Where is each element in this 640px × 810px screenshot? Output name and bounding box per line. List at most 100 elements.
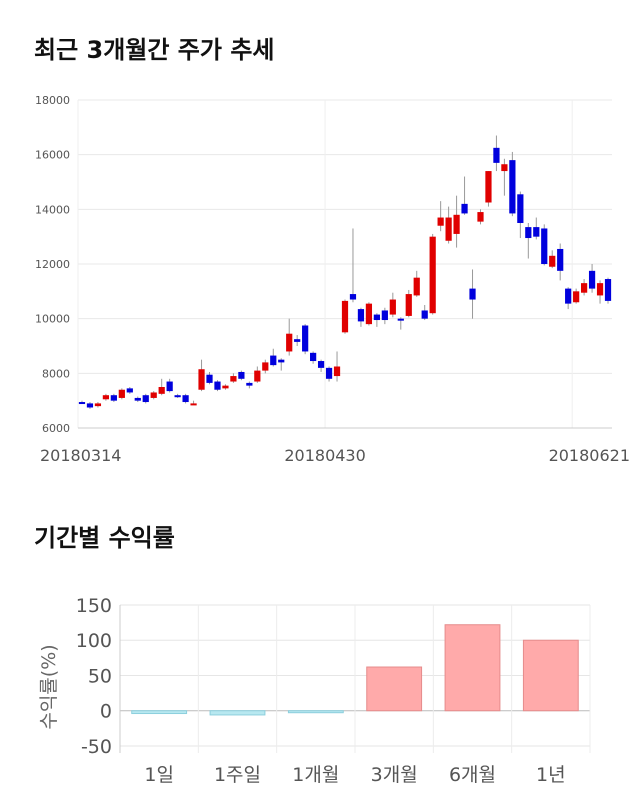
- candle-up: [413, 277, 420, 296]
- candle-up: [437, 217, 444, 226]
- returns-x-tick-label: 6개월: [449, 764, 496, 786]
- candle-up: [158, 387, 165, 394]
- candle-up: [573, 291, 580, 303]
- candle-down: [509, 160, 516, 214]
- candle-down: [373, 314, 380, 321]
- price-trend-title: 최근 3개월간 주가 추세: [34, 36, 275, 64]
- candle-up: [102, 395, 110, 400]
- price-x-ticks: 20180314 20180430 20180621: [40, 446, 630, 465]
- returns-x-ticks: 1일 1주일 1개월 3개월 6개월 1년: [144, 764, 565, 786]
- candle-down: [325, 367, 333, 379]
- candle-down: [397, 318, 404, 321]
- candle-down: [541, 228, 548, 264]
- candle-down: [421, 310, 428, 319]
- price-y-tick-label: 6000: [42, 422, 70, 435]
- returns-y-tick-label: 50: [88, 665, 112, 687]
- candle-down: [86, 403, 94, 408]
- returns-y-axis-label: 수익률(%): [38, 644, 60, 729]
- returns-x-tick-label: 1년: [536, 764, 566, 786]
- returns-x-tick-label: 1일: [144, 764, 174, 786]
- candle-down: [214, 381, 221, 390]
- price-y-tick-label: 18000: [35, 94, 70, 107]
- candle-up: [596, 283, 604, 296]
- candle-down: [174, 395, 181, 398]
- returns-y-tick-label: 0: [100, 701, 112, 723]
- price-y-tick-label: 12000: [35, 258, 70, 271]
- price-trend-chart: 6000 8000 10000 12000 14000 16000 18000 201803…: [35, 94, 630, 465]
- candle-up: [405, 294, 412, 316]
- candle-up: [485, 171, 492, 203]
- returns-x-tick-label: 1주일: [214, 764, 261, 786]
- candle-down: [381, 310, 388, 321]
- candle-down: [517, 194, 524, 223]
- candle-up: [580, 283, 588, 293]
- candle-down: [588, 270, 596, 289]
- candle-down: [182, 395, 189, 403]
- candle-down: [134, 397, 141, 401]
- candle-up: [333, 366, 341, 377]
- candle-up: [230, 376, 237, 382]
- price-grid: [77, 99, 612, 429]
- candle-up: [445, 217, 452, 241]
- candle-down: [246, 382, 253, 386]
- candle-up: [94, 403, 102, 407]
- candle-up: [389, 299, 396, 315]
- candle-up: [262, 362, 269, 371]
- returns-y-ticks: -50 0 50 100 150: [76, 595, 112, 758]
- candle-down: [557, 248, 564, 271]
- price-y-ticks: 6000 8000 10000 12000 14000 16000 18000: [35, 94, 70, 435]
- candle-up: [118, 389, 125, 398]
- candle-up: [190, 403, 197, 406]
- candle-down: [238, 371, 245, 379]
- returns-bar: [522, 639, 579, 712]
- candle-up: [150, 392, 157, 398]
- candle-up: [477, 212, 484, 222]
- price-x-tick-label: 20180621: [549, 446, 630, 465]
- candle-down: [469, 288, 476, 300]
- returns-x-tick-label: 1개월: [292, 764, 339, 786]
- returns-bars: [131, 624, 579, 716]
- candle-up: [429, 236, 436, 314]
- returns-bar: [131, 710, 188, 715]
- returns-x-tick-label: 3개월: [371, 764, 418, 786]
- candle-down: [525, 227, 532, 239]
- candle-up: [286, 333, 293, 352]
- returns-bar: [444, 624, 501, 712]
- candle-down: [493, 147, 500, 163]
- candle-down: [565, 288, 572, 304]
- candle-down: [533, 227, 540, 237]
- candle-down: [461, 203, 468, 214]
- returns-y-tick-label: 150: [76, 595, 112, 617]
- candle-up: [549, 255, 556, 267]
- returns-grid: [119, 604, 591, 753]
- candle-down: [349, 294, 357, 300]
- candle-down: [126, 388, 133, 393]
- price-x-tick-label: 20180314: [40, 446, 121, 465]
- candle-down: [142, 395, 149, 403]
- price-y-tick-label: 10000: [35, 313, 70, 326]
- returns-bar: [209, 710, 266, 716]
- price-candles: [78, 135, 612, 409]
- price-x-tick-label: 20180430: [284, 446, 365, 465]
- returns-y-tick-label: 100: [76, 630, 112, 652]
- period-returns-title: 기간별 수익률: [34, 524, 175, 552]
- candle-down: [206, 374, 213, 383]
- price-y-tick-label: 16000: [35, 149, 70, 162]
- price-y-tick-label: 14000: [35, 203, 70, 216]
- returns-bar: [366, 666, 423, 712]
- candle-up: [254, 370, 261, 382]
- returns-y-tick-label: -50: [81, 736, 112, 758]
- candle-down: [278, 359, 285, 363]
- candle-down: [294, 339, 301, 342]
- candle-down: [110, 395, 117, 401]
- candle-down: [166, 381, 173, 392]
- candle-down: [310, 352, 317, 362]
- candle-up: [222, 385, 229, 389]
- candle-down: [78, 402, 86, 405]
- candle-up: [365, 303, 373, 325]
- candle-up: [341, 300, 349, 333]
- candle-down: [302, 325, 309, 352]
- price-y-tick-label: 8000: [42, 367, 70, 380]
- returns-bar: [287, 710, 344, 714]
- candle-down: [357, 309, 365, 322]
